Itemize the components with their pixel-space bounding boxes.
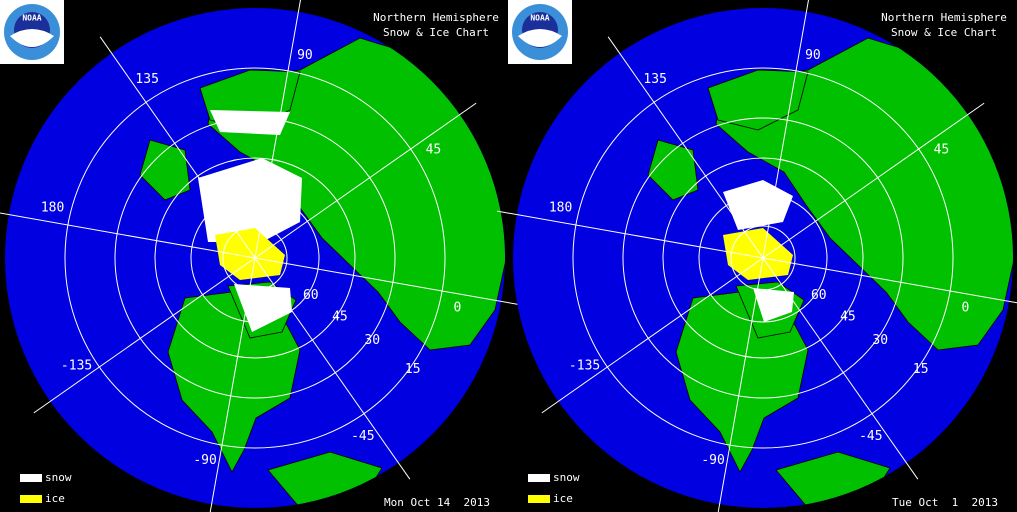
latitude-label: 45	[332, 309, 348, 324]
meridian	[717, 257, 764, 512]
latitude-circle	[572, 67, 954, 449]
latitude-label: 15	[913, 362, 929, 377]
chart-date: Mon Oct 14 2013	[384, 496, 490, 509]
map-layer	[572, 37, 1013, 508]
latitude-label: 45	[840, 309, 856, 324]
chart-title: Snow & Ice Chart	[383, 26, 489, 39]
legend-swatch	[20, 495, 42, 503]
latitude-label: 15	[405, 362, 421, 377]
legend-label: ice	[45, 492, 65, 505]
meridian	[254, 257, 521, 306]
meridian	[762, 257, 1017, 304]
chart-title: Northern Hemisphere	[881, 11, 1007, 24]
meridian	[209, 257, 256, 512]
snow-cover	[723, 180, 793, 230]
legend-label: snow	[45, 471, 72, 484]
logo-bird	[10, 29, 54, 47]
longitude-label: 180	[41, 201, 64, 216]
latitude-circle	[698, 193, 828, 323]
sea-ice	[215, 228, 285, 280]
meridian	[33, 257, 256, 414]
chart-title: Northern Hemisphere	[373, 11, 499, 24]
snow-ice-panel: 90 135 180 -135 -90 -45 0 45 60 45 30 15 NOAA Norther…	[497, 0, 1017, 512]
meridian	[497, 210, 764, 259]
logo-text: NOAA	[530, 14, 549, 23]
sea-ice	[723, 228, 793, 280]
snow-cover	[753, 288, 794, 322]
longitude-label: -45	[859, 429, 882, 444]
legend-label: snow	[553, 471, 580, 484]
latitude-label: 30	[872, 333, 888, 348]
snow-cover	[198, 158, 302, 242]
legend-swatch	[528, 474, 550, 482]
latitude-circle	[114, 117, 396, 399]
meridian	[254, 0, 302, 259]
longitude-label: 135	[643, 72, 666, 87]
latitude-circle	[154, 157, 356, 359]
logo-text: NOAA	[22, 14, 41, 23]
longitude-label: 0	[961, 300, 969, 315]
logo-bird	[518, 29, 562, 47]
land	[707, 69, 809, 131]
latitude-label: 60	[811, 288, 827, 303]
meridian	[762, 257, 919, 480]
longitude-label: -45	[351, 429, 374, 444]
longitude-label: -90	[701, 453, 724, 468]
longitude-label: 135	[135, 72, 158, 87]
latitude-circle	[730, 225, 796, 291]
meridian	[99, 36, 256, 259]
chart-title: Snow & Ice Chart	[891, 26, 997, 39]
longitude-label: 90	[297, 48, 313, 63]
longitude-label: -135	[61, 358, 92, 373]
longitude-label: 45	[426, 143, 442, 158]
latitude-circle	[222, 225, 288, 291]
longitude-label: 45	[934, 143, 950, 158]
latitude-label: 60	[303, 288, 319, 303]
latitude-circle	[662, 157, 864, 359]
meridian	[254, 102, 477, 259]
longitude-label: -135	[569, 358, 600, 373]
snow-ice-panel: 90 135 180 -135 -90 -45 0 45 60 45 30 15 NOAA Norther…	[0, 0, 521, 512]
chart-date: Tue Oct 1 2013	[892, 496, 998, 509]
meridian	[762, 0, 810, 259]
snow-cover	[210, 110, 290, 135]
latitude-circle	[622, 117, 904, 399]
longitude-label: 180	[549, 201, 572, 216]
latitude-label: 30	[364, 333, 380, 348]
latitude-circle	[190, 193, 320, 323]
longitude-label: 0	[453, 300, 461, 315]
meridian	[0, 212, 256, 259]
longitude-label: -90	[193, 453, 216, 468]
meridian	[607, 36, 764, 259]
legend-swatch	[528, 495, 550, 503]
meridian	[541, 257, 764, 414]
latitude-circle	[64, 67, 446, 449]
legend-label: ice	[553, 492, 573, 505]
meridian	[762, 102, 985, 259]
meridian	[254, 257, 411, 480]
legend-swatch	[20, 474, 42, 482]
longitude-label: 90	[805, 48, 821, 63]
